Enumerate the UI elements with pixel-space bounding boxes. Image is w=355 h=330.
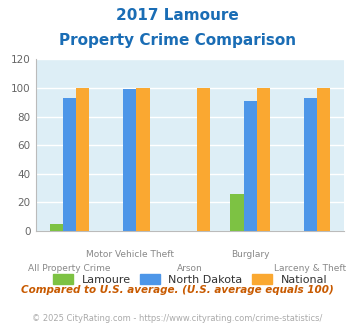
Legend: Lamoure, North Dakota, National: Lamoure, North Dakota, National xyxy=(53,274,327,285)
Text: Larceny & Theft: Larceny & Theft xyxy=(274,264,346,273)
Bar xyxy=(123,89,136,231)
Bar xyxy=(244,101,257,231)
Text: Motor Vehicle Theft: Motor Vehicle Theft xyxy=(86,250,174,259)
Bar xyxy=(230,194,244,231)
Bar xyxy=(50,224,63,231)
Bar xyxy=(76,88,89,231)
Text: 2017 Lamoure: 2017 Lamoure xyxy=(116,8,239,23)
Text: Arson: Arson xyxy=(177,264,203,273)
Text: Burglary: Burglary xyxy=(231,250,269,259)
Text: Compared to U.S. average. (U.S. average equals 100): Compared to U.S. average. (U.S. average … xyxy=(21,285,334,295)
Bar xyxy=(63,98,76,231)
Text: All Property Crime: All Property Crime xyxy=(28,264,111,273)
Bar xyxy=(197,88,210,231)
Text: © 2025 CityRating.com - https://www.cityrating.com/crime-statistics/: © 2025 CityRating.com - https://www.city… xyxy=(32,314,323,323)
Text: Property Crime Comparison: Property Crime Comparison xyxy=(59,33,296,48)
Bar xyxy=(257,88,270,231)
Bar xyxy=(136,88,149,231)
Bar xyxy=(317,88,330,231)
Bar xyxy=(304,98,317,231)
